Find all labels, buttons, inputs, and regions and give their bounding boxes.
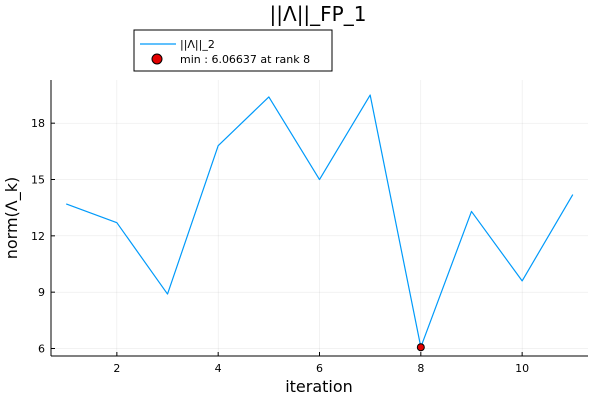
legend-marker-swatch	[151, 53, 163, 65]
series	[65, 94, 574, 352]
y-tick-label: 15	[31, 174, 45, 187]
x-tick-label: 4	[215, 362, 222, 375]
min-marker-point	[416, 343, 425, 352]
x-tick-label: 6	[316, 362, 323, 375]
legend-series-label: ||Λ||_2	[180, 38, 215, 51]
y-tick-label: 9	[38, 286, 45, 299]
x-tick-label: 10	[515, 362, 529, 375]
series-line	[65, 94, 574, 348]
x-tick-label: 2	[113, 362, 120, 375]
legend-marker-label: min : 6.06637 at rank 8	[180, 53, 310, 66]
chart-title: ||Λ||_FP_1	[270, 2, 367, 26]
legend: ||Λ||_2 min : 6.06637 at rank 8	[133, 29, 333, 72]
y-axis-label: norm(Λ_k)	[2, 177, 22, 260]
x-axis-label: iteration	[285, 377, 353, 396]
grid	[51, 80, 588, 356]
y-tick-label: 18	[31, 117, 45, 130]
x-tick-label: 8	[417, 362, 424, 375]
ticks: 2 4 6 8 10 6 9 12 15 18	[31, 117, 529, 375]
legend-box	[133, 29, 333, 72]
y-tick-label: 12	[31, 230, 45, 243]
y-tick-label: 6	[38, 342, 45, 355]
